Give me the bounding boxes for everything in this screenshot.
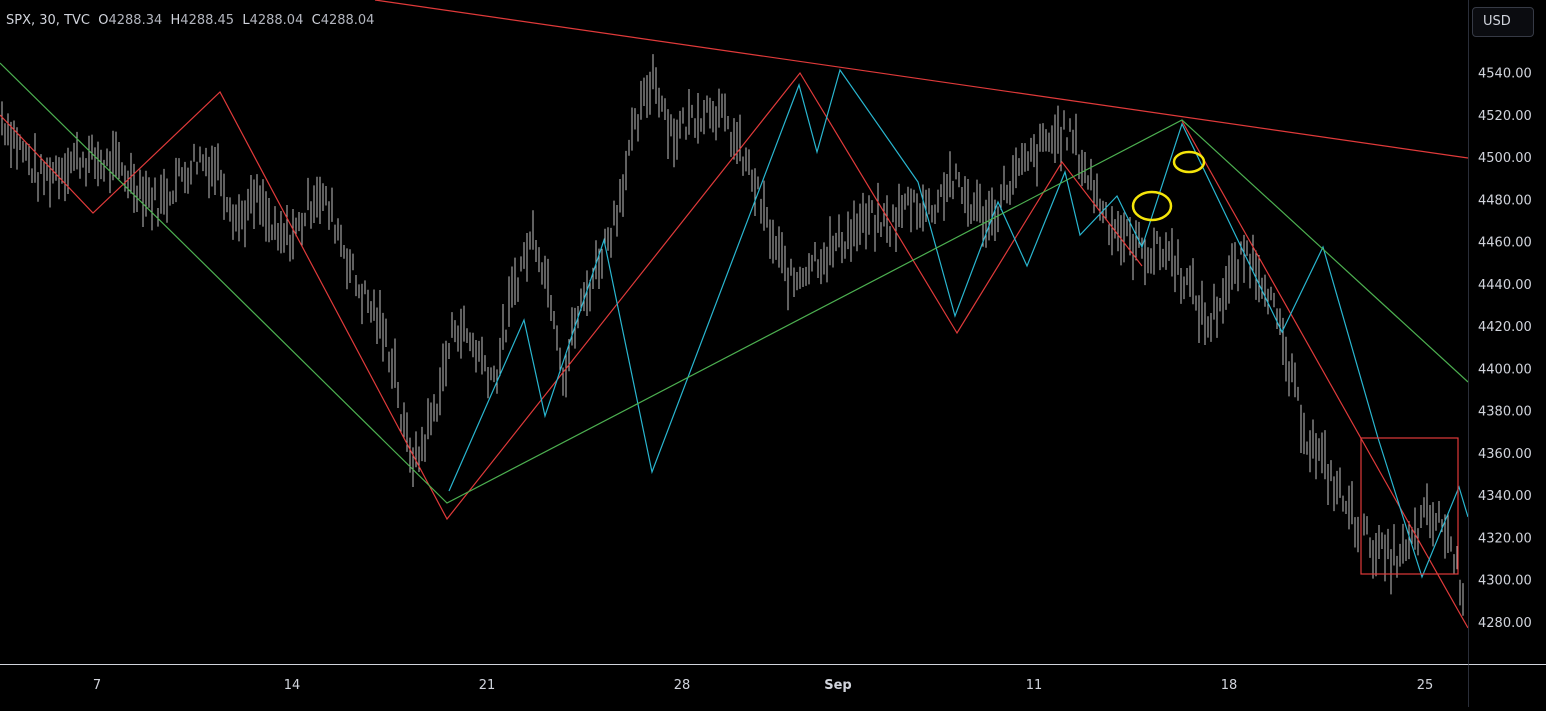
price-tick-label: 4500.00 xyxy=(1478,151,1532,166)
red-zigzag-line[interactable] xyxy=(1181,120,1469,629)
symbol-label[interactable]: SPX, 30, TVC xyxy=(6,13,90,28)
low-label: L xyxy=(242,13,250,28)
time-tick-label: 18 xyxy=(1221,678,1238,693)
price-axis[interactable]: 4280.00 4300.00 4320.00 4340.00 4360.00 4380.… xyxy=(1468,0,1546,664)
low-value: 4288.04 xyxy=(249,13,304,28)
price-tick-label: 4300.00 xyxy=(1478,574,1532,589)
cyan-zigzag-line[interactable] xyxy=(448,68,1469,579)
time-tick-label: 25 xyxy=(1417,678,1434,693)
price-tick-label: 4380.00 xyxy=(1478,405,1532,420)
yellow-ellipse-marker[interactable] xyxy=(1172,150,1206,174)
time-tick-label: 28 xyxy=(674,678,691,693)
red-resistance-line[interactable] xyxy=(374,0,1469,159)
symbol-legend: SPX, 30, TVC O4288.34 H4288.45 L4288.04 … xyxy=(6,13,374,28)
price-tick-label: 4400.00 xyxy=(1478,362,1532,377)
red-rectangle[interactable] xyxy=(1360,437,1459,575)
time-tick-label: 14 xyxy=(284,678,301,693)
chart-svg[interactable] xyxy=(0,0,1469,664)
price-tick-label: 4480.00 xyxy=(1478,193,1532,208)
chart-canvas[interactable] xyxy=(0,0,1469,664)
time-tick-label: Sep xyxy=(824,678,852,693)
price-bars xyxy=(1,54,1464,616)
price-tick-label: 4360.00 xyxy=(1478,447,1532,462)
time-axis[interactable]: 7 14 21 28 Sep 11 18 25 xyxy=(0,664,1468,707)
price-tick-label: 4440.00 xyxy=(1478,278,1532,293)
price-tick-label: 4340.00 xyxy=(1478,489,1532,504)
price-tick-label: 4280.00 xyxy=(1478,616,1532,631)
price-tick-label: 4420.00 xyxy=(1478,320,1532,335)
time-tick-label: 21 xyxy=(479,678,496,693)
high-label: H xyxy=(170,13,181,28)
axis-corner xyxy=(1468,664,1546,707)
price-tick-label: 4320.00 xyxy=(1478,531,1532,546)
open-label: O xyxy=(98,13,109,28)
red-zigzag-line[interactable] xyxy=(0,71,1143,521)
open-value: 4288.34 xyxy=(108,13,163,28)
close-value: 4288.04 xyxy=(320,13,375,28)
drawings xyxy=(0,0,1469,629)
time-tick-label: 11 xyxy=(1026,678,1043,693)
time-tick-label: 7 xyxy=(93,678,101,693)
yellow-ellipse-marker[interactable] xyxy=(1131,190,1173,222)
close-label: C xyxy=(311,13,321,28)
price-tick-label: 4520.00 xyxy=(1478,109,1532,124)
price-tick-label: 4460.00 xyxy=(1478,236,1532,251)
high-value: 4288.45 xyxy=(180,13,235,28)
green-trendline[interactable] xyxy=(0,62,1469,504)
price-tick-label: 4540.00 xyxy=(1478,67,1532,82)
currency-button[interactable]: USD xyxy=(1472,7,1534,37)
